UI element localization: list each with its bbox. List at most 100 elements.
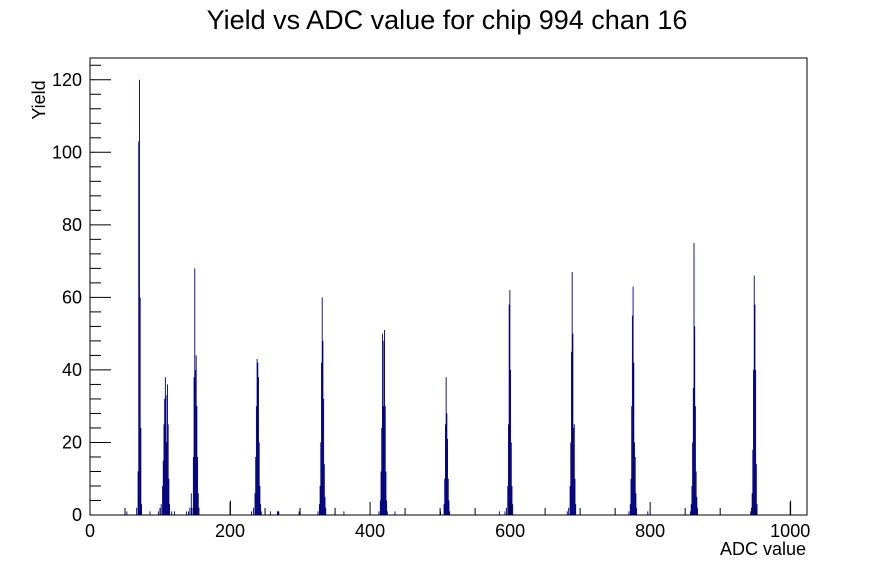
histogram-bin [276,511,278,515]
histogram-bin [690,511,691,515]
histogram-bin [628,511,630,515]
y-tick-label: 120 [52,70,82,90]
y-tick-label: 80 [62,215,82,235]
histogram-bin [755,464,757,515]
histogram-bin [755,369,757,515]
histogram-bin [566,511,568,515]
histogram-bin [750,507,752,515]
histogram-bin [447,438,448,515]
histogram-bin [508,304,510,515]
histogram-bin [162,485,164,515]
histogram-bin [164,398,166,515]
histogram-bin [321,362,322,515]
histogram-bin [509,290,511,515]
histogram-bin [160,504,162,515]
histogram-bin [633,362,635,515]
histogram-bin [194,268,196,515]
x-tick-label: 1000 [770,521,810,541]
histogram-bin [447,478,449,515]
histogram-bin [258,442,260,515]
histogram-bin [573,427,575,515]
histogram-bin [631,315,633,515]
histogram-bin [139,79,140,515]
histogram-bin [298,511,300,515]
histogram-bin [512,504,514,515]
histogram-bin [378,511,380,515]
histogram-bin [138,141,140,516]
histogram-bin [126,511,128,515]
histogram-bin [384,330,385,515]
histogram-bin [697,507,698,515]
histogram-bin [343,511,345,515]
histogram-bin [696,496,698,515]
histogram-bin [445,424,446,515]
histogram-bin [321,297,323,515]
histogram-bin [574,478,576,515]
histogram-bin [380,471,382,515]
histogram-bin [573,424,575,515]
histogram-bin [386,500,388,515]
histogram-bin [692,442,694,515]
histogram-bin [693,242,695,516]
histogram-bin [259,485,261,515]
histogram-bin [647,511,649,515]
histogram-bin [256,359,258,515]
histogram-bin [322,340,324,515]
histogram-bin [505,507,507,515]
histogram-bin [323,398,325,515]
histogram-bin [168,478,170,515]
histogram-bin [510,369,512,515]
histogram-bin [636,507,638,515]
histogram-bin [750,511,752,515]
histogram-bin [381,333,383,515]
x-tick-label: 800 [635,521,665,541]
histogram-bin [498,511,500,515]
histogram-bin [511,485,513,515]
histogram-bin [196,406,198,515]
histogram-bin [269,511,271,515]
histogram-bin [278,511,280,515]
histogram-bin [258,377,259,515]
x-axis-ticks: 0 200 400 600 800 1000 [85,502,810,541]
histogram-bin [149,511,151,515]
x-tick-label: 600 [495,521,525,541]
histogram-bin [253,507,255,515]
histogram-bin [570,442,572,515]
histogram-bin [504,511,506,515]
histogram-bin [448,500,450,515]
x-axis-label: ADC value [720,539,806,559]
histogram-bin [136,507,138,515]
histogram-bin [139,297,141,515]
histogram-bin [634,442,635,515]
y-tick-label: 40 [62,360,82,380]
histogram-bin [195,369,196,515]
histogram-bin [140,427,142,515]
y-axis-label: Yield [29,80,49,119]
histogram-bin [197,493,199,515]
histogram-bin [630,478,632,515]
histogram-bin [260,504,262,515]
histogram-bin [632,286,634,515]
histogram-bin [318,504,320,515]
histogram-bin [445,377,447,515]
chart-title: Yield vs ADC value for chip 994 chan 16 [207,5,688,35]
histogram-bin [631,406,633,515]
histogram-bin [379,500,381,515]
histogram-bin [195,355,197,515]
histogram-bin [137,471,139,515]
histogram-bin [446,413,448,515]
histogram-bin [575,504,577,515]
histogram-bin [634,456,636,515]
histogram-bin [568,507,570,515]
histogram-bin [754,304,756,515]
histogram-bin [752,449,754,515]
histogram-bin [157,511,159,515]
histogram-bin [163,424,165,515]
histogram-bin [174,511,175,515]
y-tick-label: 60 [62,287,82,307]
histogram-bin [198,507,200,515]
histogram-bin [635,493,637,515]
histogram-bin [185,511,187,515]
histogram-bin [317,511,319,515]
histogram-bin [167,384,168,515]
